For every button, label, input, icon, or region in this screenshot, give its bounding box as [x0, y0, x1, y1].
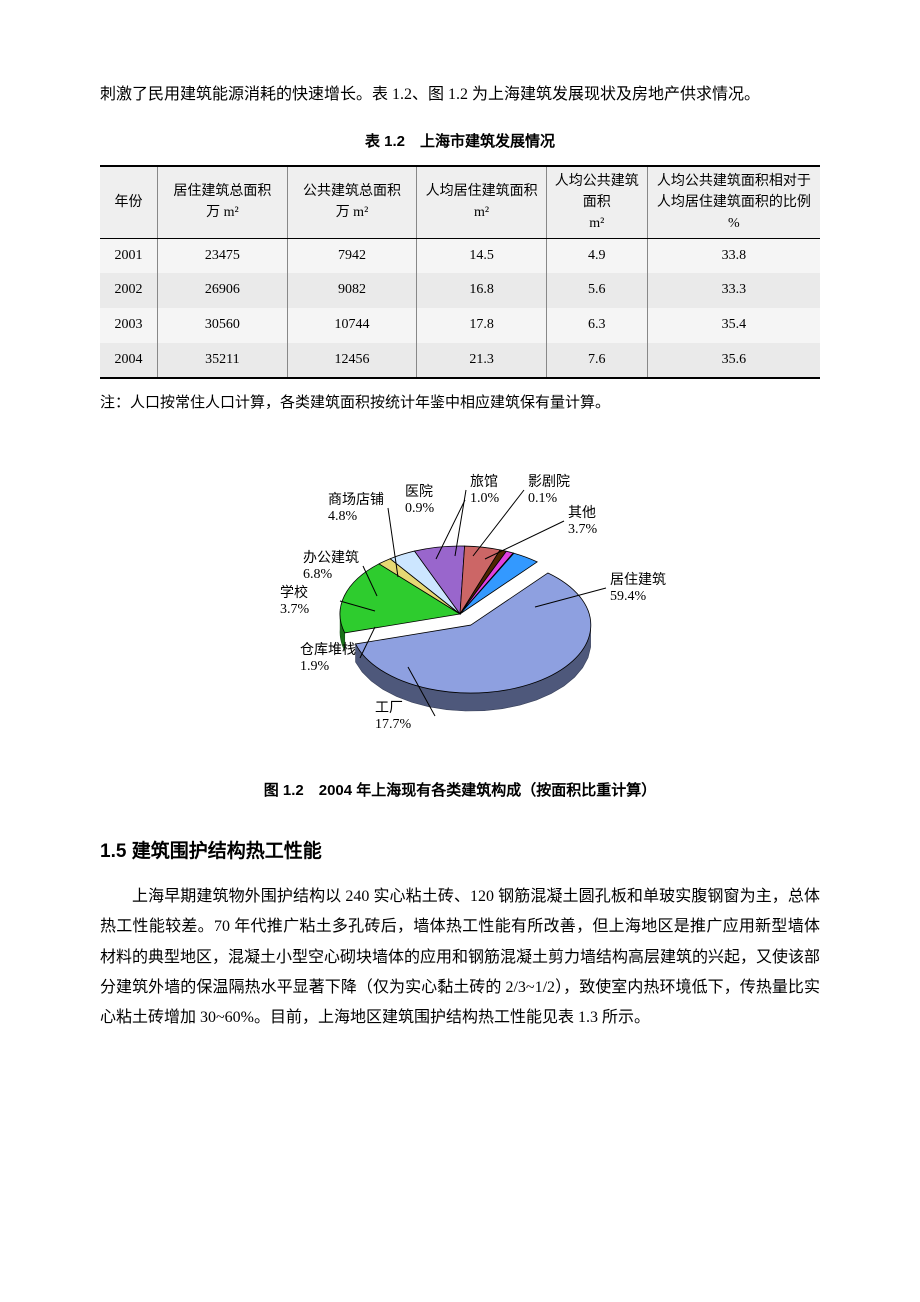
- table-cell: 23475: [158, 238, 288, 273]
- table-cell: 2002: [100, 273, 158, 308]
- table-row: 200226906908216.85.633.3: [100, 273, 820, 308]
- pie-leader-line: [485, 521, 564, 559]
- table-caption: 表 1.2 上海市建筑发展情况: [100, 128, 820, 157]
- pie-slice-percent: 4.8%: [328, 509, 358, 524]
- pie-chart-figure: 居住建筑59.4%工厂17.7%办公建筑6.8%商场店铺4.8%其他3.7%学校…: [100, 454, 820, 765]
- table-cell: 17.8: [417, 308, 547, 343]
- building-dev-table: 年份居住建筑总面积万 m²公共建筑总面积万 m²人均居住建筑面积m²人均公共建筑…: [100, 165, 820, 379]
- pie-slice-label: 学校: [280, 584, 308, 601]
- pie-slice-percent: 59.4%: [610, 589, 647, 604]
- pie-slice-label: 办公建筑: [303, 550, 359, 566]
- pie-slice-label: 居住建筑: [610, 572, 666, 588]
- pie-slice-label: 其他: [568, 505, 596, 521]
- table-cell: 14.5: [417, 238, 547, 273]
- table-cell: 7942: [287, 238, 417, 273]
- intro-paragraph: 刺激了民用建筑能源消耗的快速增长。表 1.2、图 1.2 为上海建筑发展现状及房…: [100, 80, 820, 110]
- table-row: 200123475794214.54.933.8: [100, 238, 820, 273]
- table-row: 2003305601074417.86.335.4: [100, 308, 820, 343]
- pie-slice-percent: 3.7%: [568, 522, 598, 537]
- table-cell: 5.6: [546, 273, 647, 308]
- pie-slice-percent: 0.1%: [528, 491, 558, 506]
- table-cell: 30560: [158, 308, 288, 343]
- pie-slice-label: 工厂: [375, 701, 403, 716]
- table-cell: 16.8: [417, 273, 547, 308]
- table-header: 人均居住建筑面积m²: [417, 166, 547, 239]
- section-heading-1-5: 1.5 建筑围护结构热工性能: [100, 834, 820, 870]
- table-cell: 12456: [287, 343, 417, 379]
- pie-slice-label: 旅馆: [470, 474, 498, 490]
- table-header: 年份: [100, 166, 158, 239]
- table-cell: 33.3: [647, 273, 820, 308]
- pie-slice-percent: 3.7%: [280, 602, 310, 617]
- pie-slice-label: 仓库堆栈: [300, 642, 356, 658]
- table-header: 人均公共建筑面积相对于人均居住建筑面积的比例%: [647, 166, 820, 239]
- figure-caption: 图 1.2 2004 年上海现有各类建筑构成（按面积比重计算）: [100, 777, 820, 806]
- table-cell: 2001: [100, 238, 158, 273]
- pie-slice-percent: 17.7%: [375, 717, 412, 732]
- table-cell: 33.8: [647, 238, 820, 273]
- pie-slice-label: 商场店铺: [328, 492, 384, 508]
- table-cell: 35.6: [647, 343, 820, 379]
- pie-slice-percent: 1.9%: [300, 659, 330, 674]
- table-cell: 4.9: [546, 238, 647, 273]
- body-paragraph: 上海早期建筑物外围护结构以 240 实心粘土砖、120 钢筋混凝土圆孔板和单玻实…: [100, 882, 820, 1034]
- pie-slice-percent: 6.8%: [303, 567, 333, 582]
- pie-chart-svg: 居住建筑59.4%工厂17.7%办公建筑6.8%商场店铺4.8%其他3.7%学校…: [180, 454, 740, 754]
- pie-slice-percent: 0.9%: [405, 501, 435, 516]
- table-cell: 6.3: [546, 308, 647, 343]
- table-note: 注：人口按常住人口计算，各类建筑面积按统计年鉴中相应建筑保有量计算。: [100, 389, 820, 418]
- table-row: 2004352111245621.37.635.6: [100, 343, 820, 379]
- table-header: 人均公共建筑面积m²: [546, 166, 647, 239]
- table-header: 居住建筑总面积万 m²: [158, 166, 288, 239]
- table-cell: 35211: [158, 343, 288, 379]
- pie-slice-label: 医院: [405, 484, 433, 500]
- table-cell: 2004: [100, 343, 158, 379]
- table-cell: 35.4: [647, 308, 820, 343]
- pie-slice-percent: 1.0%: [470, 491, 500, 506]
- table-cell: 21.3: [417, 343, 547, 379]
- table-cell: 9082: [287, 273, 417, 308]
- table-cell: 2003: [100, 308, 158, 343]
- pie-slice-label: 影剧院: [528, 474, 570, 490]
- table-cell: 26906: [158, 273, 288, 308]
- table-cell: 10744: [287, 308, 417, 343]
- table-header: 公共建筑总面积万 m²: [287, 166, 417, 239]
- table-cell: 7.6: [546, 343, 647, 379]
